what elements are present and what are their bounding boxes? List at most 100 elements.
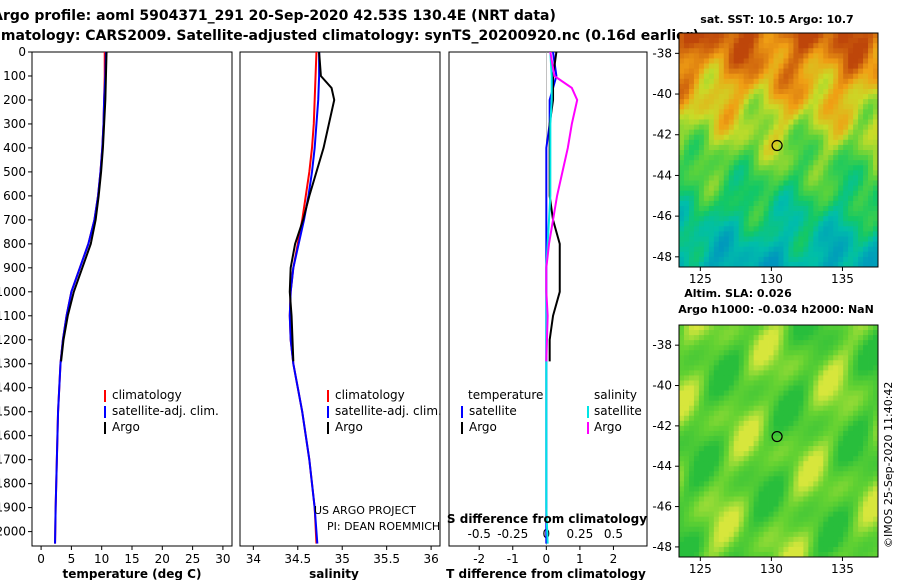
map-cell — [708, 415, 715, 422]
map-cell — [833, 415, 839, 422]
map-cell — [848, 38, 854, 44]
map-cell — [863, 175, 869, 181]
map-cell — [833, 531, 839, 538]
map-cell — [693, 425, 700, 432]
map-cell — [679, 129, 685, 136]
map-cell — [748, 516, 755, 523]
map-cell — [758, 94, 764, 100]
map-cell — [858, 415, 864, 422]
map-cell — [679, 185, 685, 192]
map-cell — [828, 68, 834, 75]
map-cell — [823, 231, 829, 237]
map-cell — [833, 345, 839, 351]
map-cell — [703, 129, 710, 136]
map-cell — [723, 119, 730, 125]
map-cell — [693, 370, 700, 376]
map-cell — [698, 231, 705, 237]
map-cell — [773, 325, 779, 331]
map-cell — [763, 456, 769, 462]
map-cell — [733, 330, 740, 336]
map-cell — [768, 129, 774, 136]
map-cell — [788, 38, 794, 44]
map-cell — [788, 226, 794, 232]
map-cell — [783, 68, 789, 75]
map-cell — [728, 451, 735, 457]
map-cell — [818, 150, 824, 156]
map-cell — [698, 451, 705, 457]
map-cell — [873, 170, 879, 176]
map-cell — [798, 471, 804, 477]
map-cell — [858, 175, 864, 181]
map-cell — [683, 200, 690, 207]
map-cell — [683, 531, 690, 538]
map-cell — [728, 119, 735, 125]
map-cell — [733, 180, 740, 187]
map-cell — [713, 83, 720, 90]
map-cell — [753, 410, 759, 417]
map-cell — [793, 144, 799, 151]
map-cell — [738, 165, 745, 171]
map-cell — [723, 466, 730, 472]
map-cell — [873, 501, 879, 507]
map-cell — [833, 246, 839, 253]
map-cell — [743, 551, 750, 558]
map-cell — [753, 340, 759, 346]
map-cell — [708, 134, 715, 141]
difference-legend: temperature satellite Argo salinity sate… — [461, 388, 642, 434]
map-cell — [798, 526, 804, 533]
map-cell — [808, 114, 814, 120]
map-cell — [763, 491, 769, 497]
map-cell — [853, 241, 859, 248]
map-cell — [688, 200, 695, 207]
map-cell — [863, 405, 869, 412]
map-cell — [713, 256, 720, 263]
map-cell — [873, 446, 879, 452]
map-cell — [763, 375, 769, 381]
map-cell — [688, 496, 695, 502]
map-cell — [738, 205, 745, 212]
map-cell — [853, 200, 859, 207]
map-cell — [758, 195, 764, 202]
map-cell — [783, 350, 789, 356]
map-cell — [848, 48, 854, 54]
map-cell — [683, 48, 690, 54]
map-cell — [858, 496, 864, 502]
map-cell — [723, 221, 730, 227]
map-cell — [848, 370, 854, 376]
map-cell — [743, 256, 750, 263]
salinity-panel: 34 34.5 35 35.5 36 salinity climatology sate… — [239, 51, 442, 580]
map-cell — [723, 325, 730, 331]
map-cell — [798, 390, 804, 397]
map-cell — [753, 43, 759, 49]
map-cell — [813, 461, 819, 467]
map-cell — [818, 446, 824, 452]
map-cell — [743, 99, 750, 105]
map-cell — [858, 536, 864, 543]
map-cell — [773, 38, 779, 44]
map-cell — [748, 340, 755, 346]
map-cell — [798, 190, 804, 197]
map-cell — [843, 129, 849, 136]
map-cell — [768, 521, 774, 528]
map-cell — [679, 261, 685, 268]
map-cell — [858, 456, 864, 462]
map-cell — [703, 375, 710, 381]
map-cell — [833, 33, 839, 39]
map-cell — [798, 251, 804, 258]
map-cell — [778, 410, 784, 417]
map-cell — [708, 104, 715, 110]
map-cell — [853, 165, 859, 171]
map-cell — [858, 109, 864, 115]
map-cell — [843, 109, 849, 115]
map-cell — [718, 395, 725, 402]
map-cell — [773, 375, 779, 381]
map-cell — [683, 461, 690, 467]
map-cell — [708, 78, 715, 85]
map-cell — [828, 104, 834, 110]
map-cell — [733, 200, 740, 207]
map-cell — [733, 511, 740, 518]
map-cell — [733, 551, 740, 558]
map-cell — [693, 211, 700, 217]
map-cell — [818, 78, 824, 85]
map-cell — [843, 175, 849, 181]
